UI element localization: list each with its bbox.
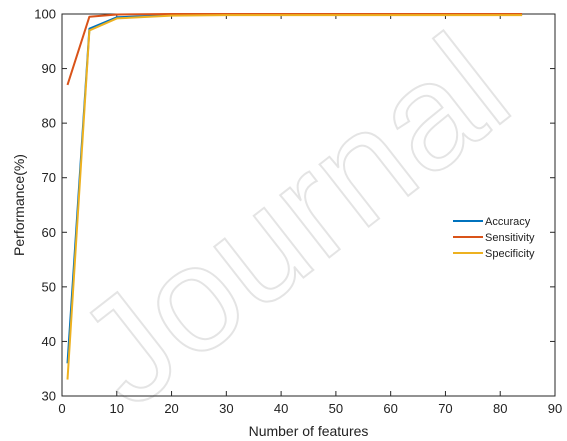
legend-label-accuracy: Accuracy: [485, 216, 531, 228]
x-tick-label: 90: [548, 401, 562, 416]
x-tick-label: 70: [438, 401, 452, 416]
x-tick-label: 0: [58, 401, 65, 416]
legend-label-specificity: Specificity: [485, 248, 535, 260]
x-tick-label: 60: [383, 401, 397, 416]
y-tick-label: 60: [42, 225, 56, 240]
y-tick-label: 50: [42, 279, 56, 294]
series-layer: [66, 13, 523, 380]
y-tick-label: 80: [42, 116, 56, 131]
y-tick-label: 70: [42, 170, 56, 185]
series-line-specificity: [66, 14, 523, 380]
x-tick-label: 30: [219, 401, 233, 416]
x-axis: 0 10 20 30 40 50 60 70 80 90: [58, 14, 562, 416]
x-tick-label: 40: [274, 401, 288, 416]
x-tick-label: 50: [329, 401, 343, 416]
y-tick-label: 30: [42, 389, 56, 404]
series-line-sensitivity: [66, 13, 523, 86]
x-tick-label: 80: [493, 401, 507, 416]
y-axis: 30 40 50 60 70 80 90 100: [34, 7, 555, 404]
y-axis-title: Performance(%): [11, 154, 27, 256]
y-tick-label: 40: [42, 334, 56, 349]
y-tick-label: 90: [42, 61, 56, 76]
legend: Accuracy Sensitivity Specificity: [453, 216, 535, 260]
x-tick-label: 20: [164, 401, 178, 416]
x-tick-label: 10: [110, 401, 124, 416]
x-axis-title: Number of features: [249, 423, 369, 439]
legend-label-sensitivity: Sensitivity: [485, 232, 535, 244]
y-tick-label: 100: [34, 7, 56, 22]
